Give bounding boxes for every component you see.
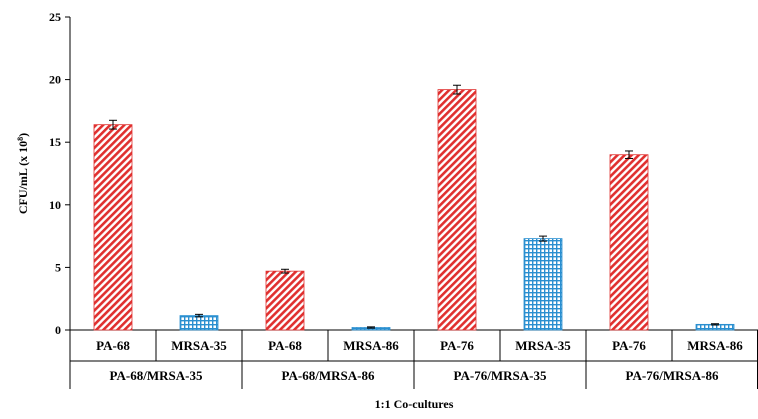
category-label: PA-68 (96, 338, 130, 353)
category-label: MRSA-86 (343, 338, 399, 353)
y-tick-label: 0 (55, 323, 61, 337)
y-tick-label: 5 (55, 260, 61, 274)
group-label: PA-68/MRSA-35 (110, 368, 203, 383)
bar-pa-68 (265, 270, 305, 331)
axis-labels: 0 5 10 15 20 25 CFU/mL (x 108) PA-68/MRSA-35 PA-… (16, 10, 744, 411)
axes (65, 16, 758, 389)
category-label: PA-76 (440, 338, 474, 353)
error-bars (109, 84, 719, 329)
y-tick-label: 25 (49, 10, 61, 24)
category-label: MRSA-35 (171, 338, 227, 353)
category-label: PA-68 (268, 338, 302, 353)
error-bar (625, 150, 633, 159)
bar-pa-68 (93, 124, 133, 331)
error-bar (281, 268, 289, 274)
bars (93, 89, 735, 331)
group-label: PA-68/MRSA-86 (282, 368, 375, 383)
category-label: MRSA-35 (515, 338, 571, 353)
error-bar (539, 235, 547, 242)
error-bar (195, 313, 203, 318)
error-bar (711, 323, 719, 326)
category-label: MRSA-86 (687, 338, 743, 353)
error-bar (109, 119, 117, 130)
y-tick-label: 15 (49, 135, 61, 149)
x-axis-title: 1:1 Co-cultures (375, 397, 454, 411)
bar-pa-76 (609, 154, 649, 331)
error-bar (453, 84, 461, 95)
bar-pa-76 (437, 89, 477, 331)
group-label: PA-76/MRSA-86 (626, 368, 719, 383)
y-axis-title: CFU/mL (x 108) (16, 133, 31, 214)
bar-mrsa-35 (179, 315, 219, 331)
category-label: PA-76 (612, 338, 646, 353)
group-label: PA-76/MRSA-35 (454, 368, 547, 383)
y-tick-label: 20 (49, 73, 61, 87)
y-tick-label: 10 (49, 198, 61, 212)
bar-mrsa-35 (523, 238, 563, 331)
error-bar (367, 326, 375, 329)
